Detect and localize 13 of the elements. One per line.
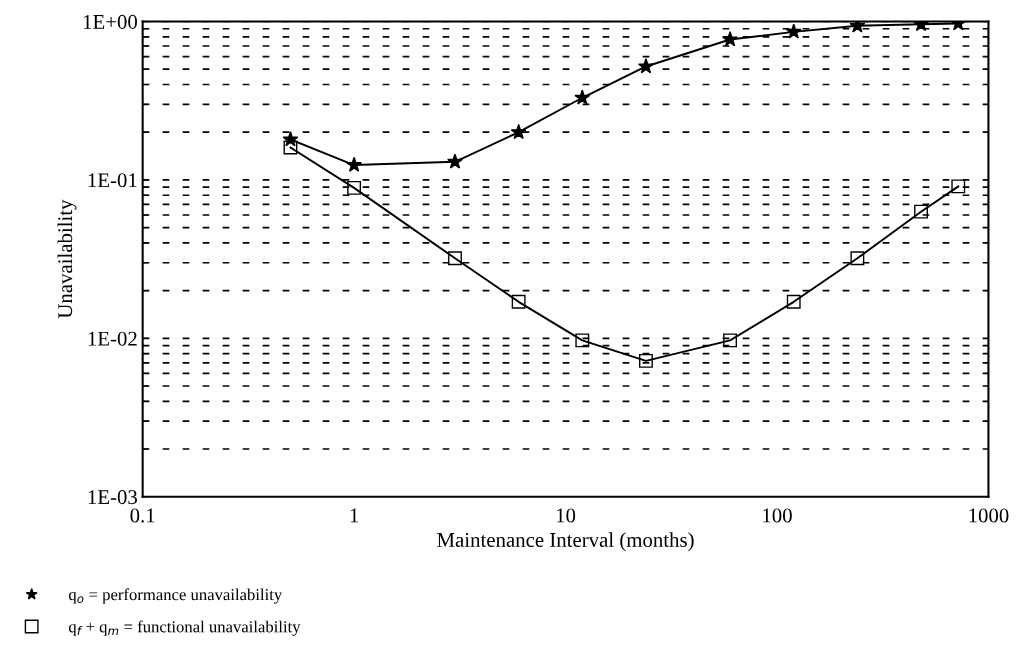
x-tick-label: 10 — [556, 508, 576, 523]
x-axis-title: Maintenance Interval (months) — [437, 532, 694, 552]
y-axis-title: Unavailability — [57, 199, 77, 319]
x-tick-label: 0.1 — [130, 508, 155, 523]
y-tick-label: 1E-03 — [88, 490, 137, 505]
x-tick-label: 1 — [350, 508, 359, 523]
legend-label: q$_{f}$ + q$_{m}$ = functional unavailability — [68, 620, 301, 636]
legend-label: q$_{o}$ = performance unavailability — [68, 588, 283, 604]
y-tick-label: 1E-02 — [88, 331, 137, 346]
x-tick-label: 1000 — [969, 508, 1009, 523]
y-tick-label: 1E+00 — [83, 14, 138, 29]
x-tick-label: 100 — [763, 508, 792, 523]
y-tick-label: 1E-01 — [88, 173, 137, 188]
